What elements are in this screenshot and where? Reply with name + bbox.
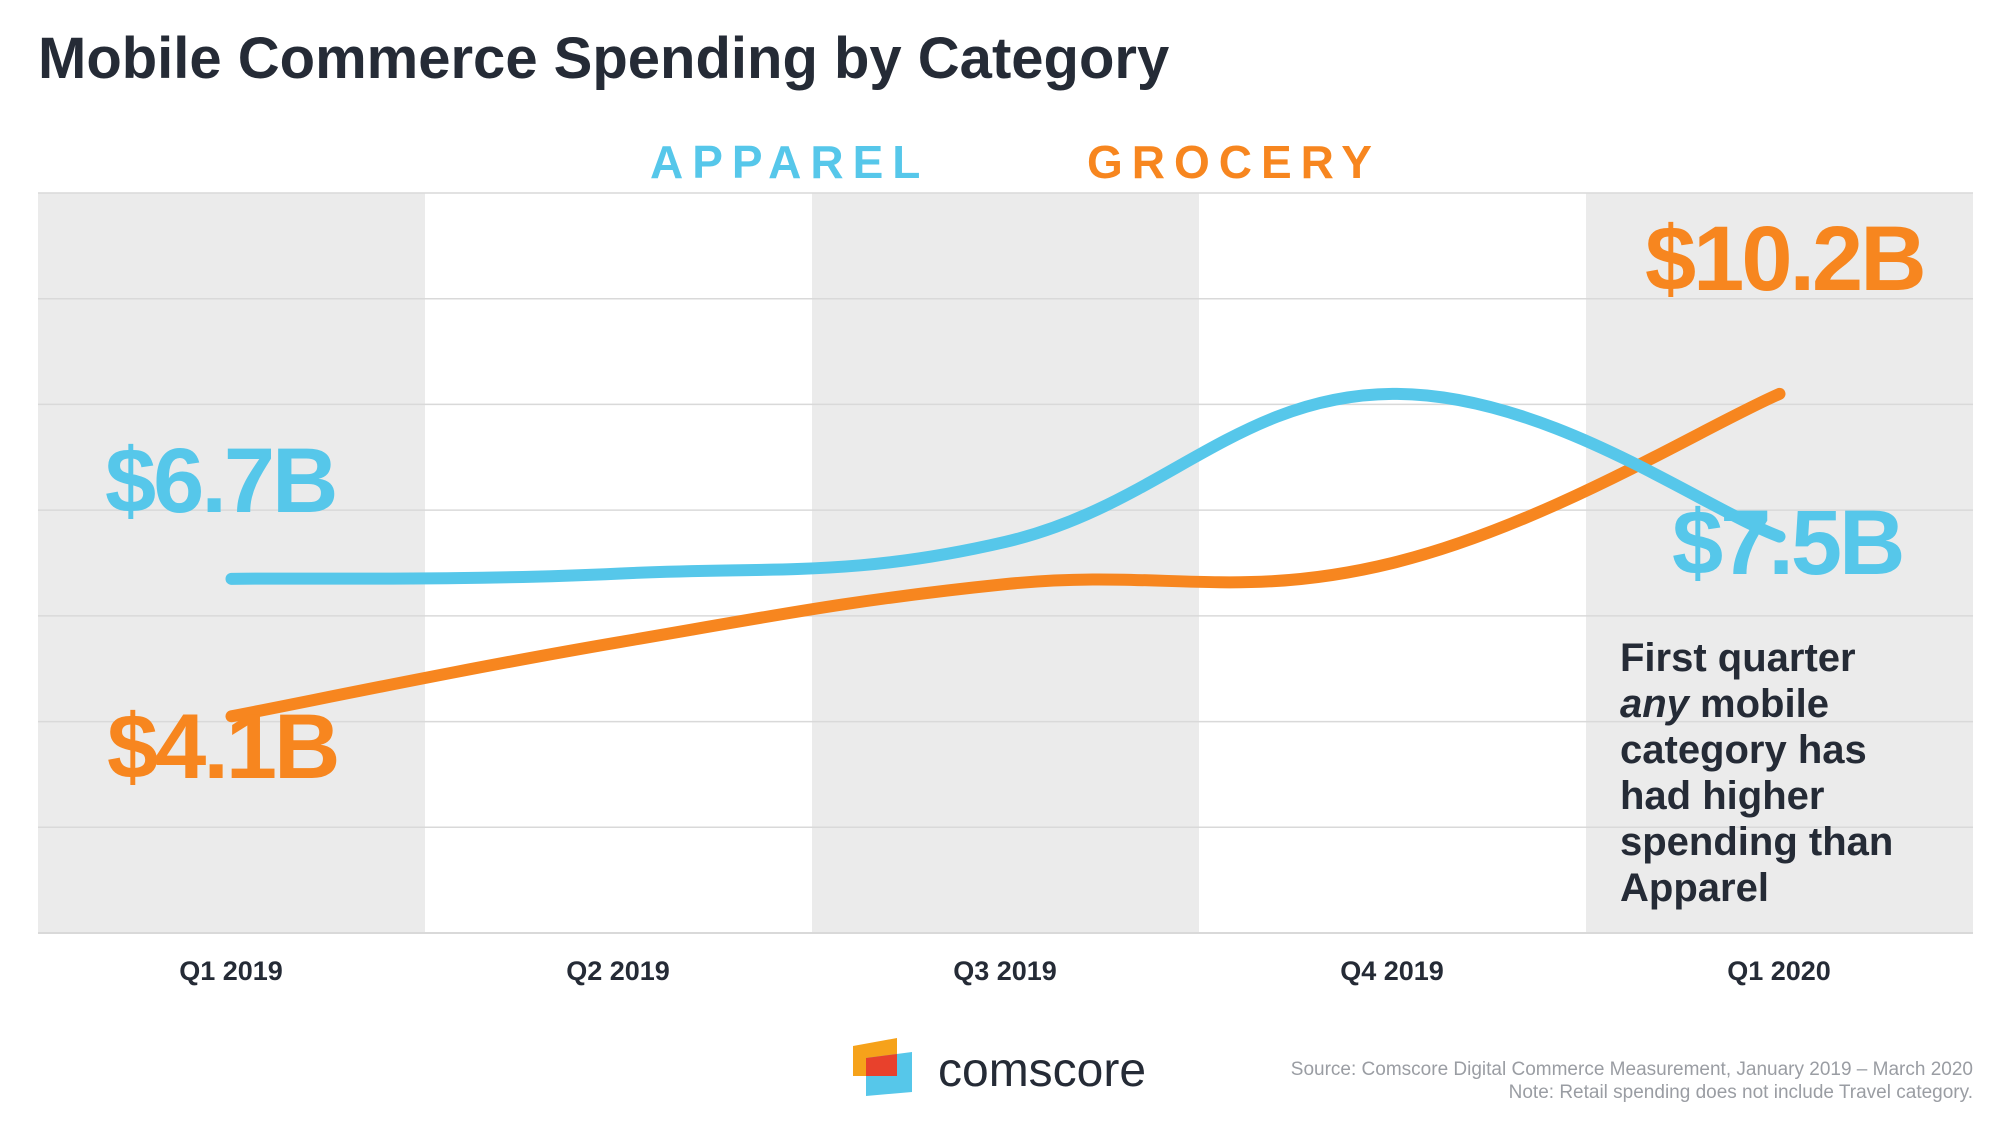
data-label-apparel-end: $7.5B: [1672, 492, 1903, 594]
legend-apparel: APPAREL: [650, 136, 929, 188]
logo-wordmark: comscore: [938, 1044, 1146, 1097]
note-emphasis: any: [1620, 682, 1691, 726]
data-label-apparel-start: $6.7B: [105, 430, 336, 532]
note-line: Apparel: [1620, 866, 1769, 910]
data-label-grocery-start: $4.1B: [107, 696, 338, 798]
series-line-apparel: [225, 387, 1786, 585]
note-line: First quarter: [1620, 636, 1856, 680]
plot-bands: [38, 193, 1973, 933]
plot-band: [38, 193, 425, 933]
data-label-grocery-end: $10.2B: [1645, 208, 1924, 310]
source-text: Source: Comscore Digital Commerce Measur…: [1291, 1059, 1973, 1080]
comscore-logo: comscore: [853, 1038, 1146, 1097]
note-line: category has: [1620, 728, 1867, 772]
note-line: spending than: [1620, 820, 1893, 864]
note-line: any mobile: [1620, 682, 1829, 726]
series-line-grocery: [225, 387, 1786, 723]
x-axis: Q1 2019 Q2 2019 Q3 2019 Q4 2019 Q1 2020: [179, 956, 1831, 986]
logo-mark-red: [866, 1054, 897, 1076]
callout-note: First quarter any mobile category has ha…: [1620, 636, 1893, 910]
gridlines: [38, 192, 1973, 934]
tick-label: Q1 2020: [1727, 956, 1831, 986]
legend-grocery: GROCERY: [1087, 136, 1381, 188]
source-note: Note: Retail spending does not include T…: [1509, 1082, 1973, 1103]
plot-band: [1586, 193, 1973, 933]
tick-label: Q4 2019: [1340, 956, 1444, 986]
tick-label: Q2 2019: [566, 956, 670, 986]
tick-label: Q1 2019: [179, 956, 283, 986]
plot-band: [425, 193, 812, 933]
tick-label: Q3 2019: [953, 956, 1057, 986]
note-text: mobile: [1689, 682, 1829, 726]
chart-title: Mobile Commerce Spending by Category: [38, 26, 1169, 91]
note-line: had higher: [1620, 774, 1824, 818]
